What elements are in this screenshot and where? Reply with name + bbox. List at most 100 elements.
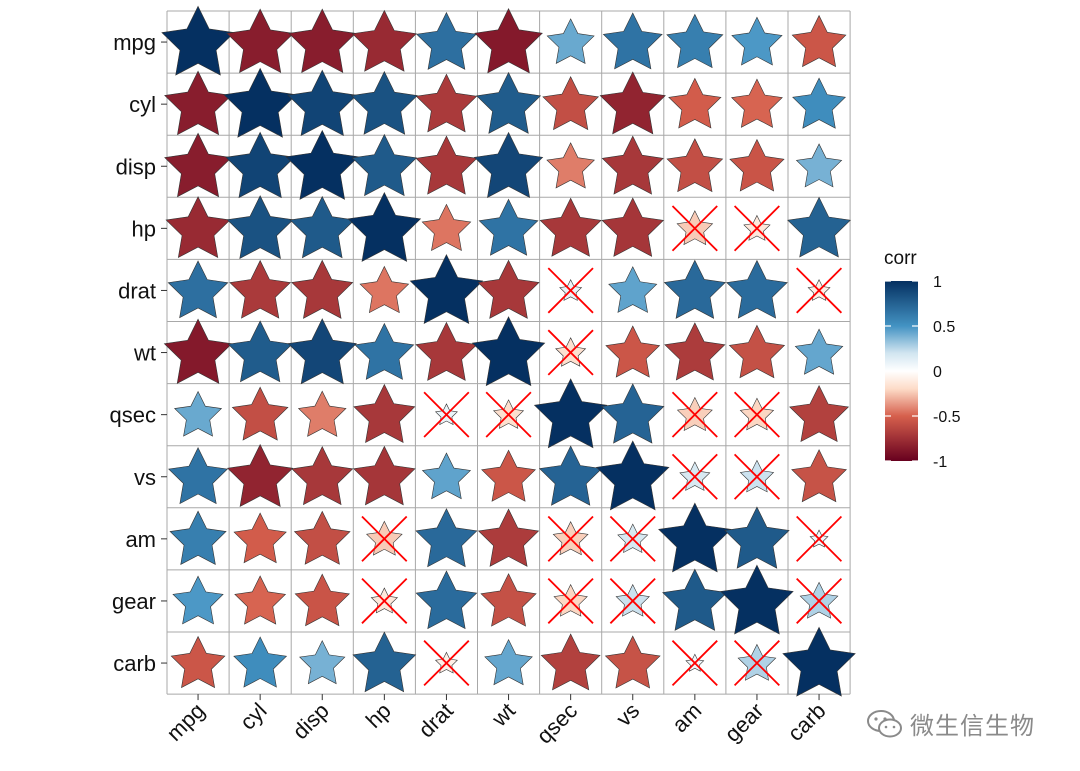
star-mpg-cyl xyxy=(226,8,295,74)
star-mpg-am xyxy=(666,13,724,69)
x-label-disp: disp xyxy=(288,698,334,744)
star-cyl-wt xyxy=(475,71,542,134)
star-gear-gear xyxy=(720,564,794,635)
star-disp-qsec xyxy=(546,142,595,189)
star-carb-carb xyxy=(782,626,856,697)
star-mpg-vs xyxy=(602,12,663,70)
star-drat-hp xyxy=(359,265,410,314)
x-label-qsec: qsec xyxy=(532,698,583,749)
insignificant-cross xyxy=(547,329,594,376)
star-qsec-carb xyxy=(789,384,850,443)
y-label-wt: wt xyxy=(133,341,156,366)
y-label-cyl: cyl xyxy=(129,92,156,117)
star-wt-carb xyxy=(794,328,844,375)
star-qsec-mpg xyxy=(173,390,223,437)
watermark-text: 微生信生物 xyxy=(910,712,1035,740)
insignificant-cross xyxy=(423,391,470,438)
watermark: 微生信生物 xyxy=(866,706,1035,741)
legend-tick-label: 0.5 xyxy=(933,319,955,336)
star-carb-disp xyxy=(299,640,346,685)
star-wt-hp xyxy=(354,322,415,380)
star-wt-vs xyxy=(605,325,661,378)
x-label-gear: gear xyxy=(720,698,769,747)
star-drat-disp xyxy=(291,259,354,319)
star-qsec-vs xyxy=(601,383,665,444)
star-drat-am xyxy=(663,259,726,319)
star-vs-cyl xyxy=(226,443,294,508)
insignificant-cross xyxy=(733,205,780,252)
x-label-carb: carb xyxy=(783,698,831,746)
insignificant-cross xyxy=(671,391,718,438)
star-wt-drat xyxy=(415,321,478,381)
insignificant-cross xyxy=(796,267,843,314)
insignificant-cross xyxy=(609,515,656,562)
x-label-am: am xyxy=(667,698,706,737)
star-cyl-hp xyxy=(350,70,418,135)
star-hp-qsec xyxy=(539,197,602,257)
plot-marks xyxy=(161,5,856,697)
legend-tick-label: 0 xyxy=(933,364,942,381)
insignificant-cross xyxy=(671,205,718,252)
legend-tick-label: -0.5 xyxy=(933,409,961,426)
star-drat-gear xyxy=(726,259,788,319)
star-disp-hp xyxy=(351,133,418,197)
star-disp-disp xyxy=(285,129,360,200)
star-am-drat xyxy=(415,508,478,568)
star-drat-cyl xyxy=(229,259,292,319)
star-cyl-gear xyxy=(731,78,783,128)
y-axis-labels: mpg cyl disp hp drat wt qsec vs am gear carb xyxy=(110,30,167,676)
star-carb-mpg xyxy=(170,635,226,689)
insignificant-cross xyxy=(485,391,532,438)
star-mpg-qsec xyxy=(546,18,595,64)
y-label-hp: hp xyxy=(132,216,156,241)
star-am-wt xyxy=(477,508,540,567)
star-mpg-disp xyxy=(288,8,357,74)
star-cyl-am xyxy=(668,77,722,129)
star-gear-cyl xyxy=(234,575,287,625)
star-vs-hp xyxy=(353,445,416,506)
star-carb-hp xyxy=(352,631,417,693)
star-hp-drat xyxy=(421,203,472,252)
star-gear-wt xyxy=(480,573,537,627)
star-am-disp xyxy=(293,510,351,565)
star-gear-mpg xyxy=(172,575,224,625)
star-qsec-cyl xyxy=(231,386,289,441)
y-label-gear: gear xyxy=(112,589,156,614)
star-mpg-wt xyxy=(474,8,543,74)
star-qsec-qsec xyxy=(533,378,608,449)
star-hp-hp xyxy=(347,191,422,262)
star-hp-disp xyxy=(289,195,356,259)
star-vs-qsec xyxy=(538,445,603,506)
star-wt-gear xyxy=(728,324,786,379)
insignificant-cross xyxy=(609,577,656,624)
x-label-drat: drat xyxy=(413,698,457,742)
star-gear-am xyxy=(662,568,728,631)
x-label-cyl: cyl xyxy=(235,698,272,735)
star-drat-vs xyxy=(608,266,658,313)
insignificant-cross xyxy=(796,515,843,562)
star-disp-cyl xyxy=(225,131,296,199)
insignificant-cross xyxy=(733,640,780,687)
legend-tick-label: -1 xyxy=(933,454,947,471)
star-wt-am xyxy=(664,322,726,381)
star-am-am xyxy=(658,502,732,573)
star-vs-disp xyxy=(291,445,354,506)
x-label-mpg: mpg xyxy=(162,698,210,746)
star-disp-wt xyxy=(473,131,544,198)
star-disp-gear xyxy=(729,138,785,192)
star-mpg-mpg xyxy=(161,5,235,76)
star-hp-carb xyxy=(787,196,851,258)
y-label-qsec: qsec xyxy=(110,403,156,428)
insignificant-cross xyxy=(733,453,780,500)
star-mpg-carb xyxy=(791,14,847,68)
star-mpg-hp xyxy=(351,9,417,72)
star-cyl-vs xyxy=(599,71,666,135)
star-am-mpg xyxy=(169,510,227,565)
insignificant-cross xyxy=(547,515,594,562)
star-mpg-drat xyxy=(416,11,477,70)
star-cyl-carb xyxy=(792,77,847,129)
star-qsec-hp xyxy=(353,383,416,444)
y-label-carb: carb xyxy=(113,651,156,676)
star-drat-drat xyxy=(409,254,484,325)
star-disp-mpg xyxy=(164,132,233,198)
